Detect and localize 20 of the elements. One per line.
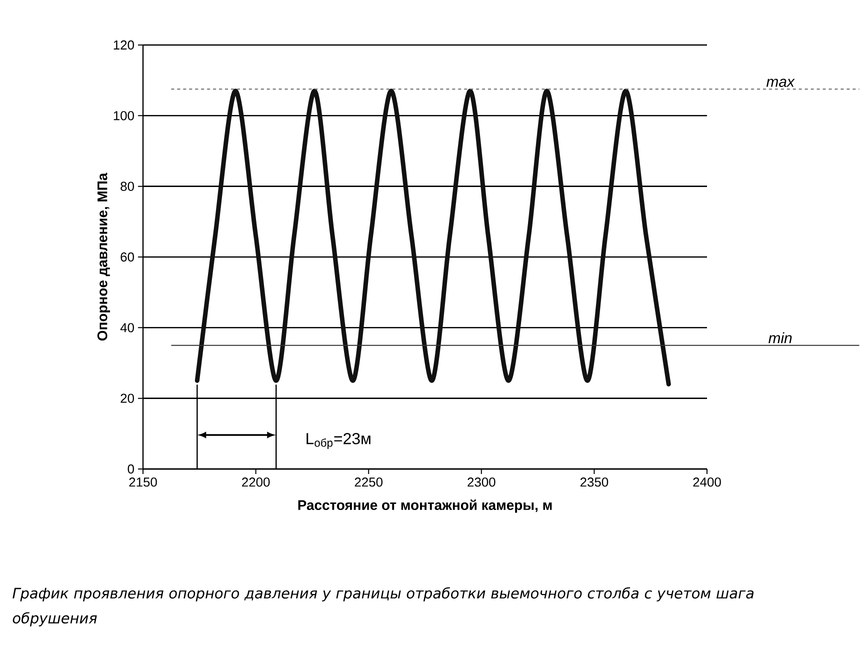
x-tick-label: 2200 [242, 478, 270, 487]
y-tick-label: 120 [114, 40, 134, 50]
y-tick-label: 20 [120, 394, 134, 403]
x-axis-title: Расстояние от монтажной камеры, м [298, 500, 552, 513]
x-tick-label: 2300 [468, 478, 496, 487]
y-tick-label: 100 [114, 111, 134, 120]
y-tick-label: 80 [120, 182, 134, 191]
x-tick-label: 2150 [129, 478, 157, 487]
x-tick-label: 2250 [354, 478, 383, 487]
y-tick-label: 40 [120, 323, 134, 332]
annotation: L$_{обр}$=23м [306, 432, 370, 449]
x-tick-label: 2350 [580, 478, 608, 487]
ref-line-label: min [768, 332, 792, 344]
y-tick-label: 60 [120, 252, 134, 262]
y-axis-title: Опорное давление, МПа [97, 172, 110, 341]
x-tick-label: 2400 [693, 478, 721, 487]
y-tick-label: 0 [128, 464, 134, 474]
ref-line-label: max [766, 78, 795, 87]
line-series [194, 88, 671, 386]
text: График проявления опорного давления у границы отработки выемочного столба с учетом шага обрушения [12, 587, 754, 626]
